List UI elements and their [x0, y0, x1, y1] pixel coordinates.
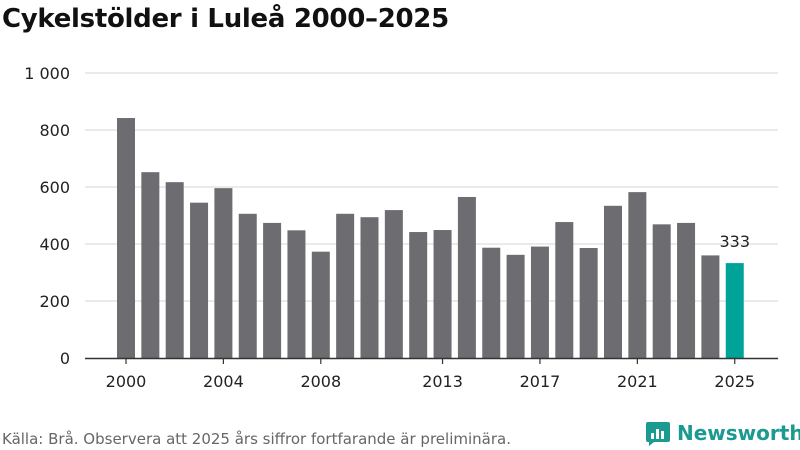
- bar-2002: [165, 182, 184, 358]
- bar-2024: [701, 255, 720, 358]
- bar-2006: [263, 222, 282, 358]
- x-tick-label: 2025: [714, 372, 755, 391]
- bar-2020: [604, 205, 622, 358]
- brand-logo[interactable]: Newsworthy: [645, 420, 800, 446]
- bar-2001: [141, 172, 160, 358]
- bar-2012: [409, 232, 428, 358]
- bar-2007: [287, 230, 306, 358]
- y-axis-ticks: 0 200 400 600 800 1 000: [24, 64, 70, 368]
- x-tick-label: 2008: [300, 372, 341, 391]
- y-tick-label: 400: [39, 235, 70, 254]
- bar-2003: [190, 202, 209, 358]
- bar-2022: [652, 224, 671, 358]
- x-tick-label: 2000: [106, 372, 147, 391]
- bar-2010: [360, 217, 379, 358]
- brand-name: Newsworthy: [677, 421, 800, 445]
- x-tick-label: 2021: [617, 372, 658, 391]
- bar-2005: [238, 213, 257, 358]
- y-tick-label: 1 000: [24, 64, 70, 83]
- x-tick-label: 2004: [203, 372, 244, 391]
- bar-2000: [117, 118, 135, 358]
- x-tick-label: 2013: [422, 372, 463, 391]
- bar-2008: [311, 251, 330, 358]
- bar-2014: [457, 196, 476, 358]
- bar-2021: [628, 192, 647, 358]
- data-labels: 333: [719, 232, 750, 251]
- bar-2013: [433, 230, 452, 358]
- bar-2017: [530, 246, 549, 358]
- bar-2019: [579, 247, 598, 358]
- bar-2018: [555, 222, 574, 358]
- bar-2016: [506, 254, 525, 358]
- y-tick-label: 800: [39, 121, 70, 140]
- x-tick-label: 2017: [520, 372, 561, 391]
- bars: [117, 118, 744, 358]
- bar-2023: [677, 222, 696, 358]
- bar-2009: [336, 213, 355, 358]
- chart-title: Cykelstölder i Luleå 2000–2025: [2, 4, 449, 34]
- y-tick-label: 0: [60, 349, 70, 368]
- newsworthy-logo-icon: [646, 422, 670, 446]
- data-label-2025: 333: [719, 232, 750, 251]
- bar-2004: [214, 188, 233, 358]
- bar-2015: [482, 247, 501, 358]
- x-axis-ticks: 2000 2004 2008 2013 2017 2021 2025: [106, 358, 755, 391]
- bar-2025: [725, 263, 744, 358]
- y-tick-label: 200: [39, 292, 70, 311]
- bar-2011: [384, 210, 403, 358]
- y-tick-label: 600: [39, 178, 70, 197]
- gridlines: [85, 72, 778, 302]
- source-note: Källa: Brå. Observera att 2025 års siffr…: [2, 430, 511, 448]
